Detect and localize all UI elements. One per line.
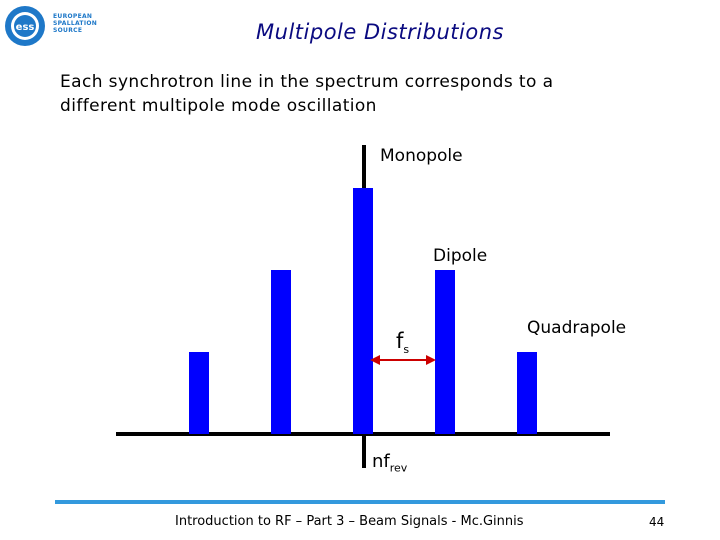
logo-text: EUROPEAN SPALLATION SOURCE — [53, 13, 97, 34]
footer-text: Introduction to RF – Part 3 – Beam Signa… — [175, 514, 524, 529]
logo-mark-text: ess — [16, 22, 35, 33]
fs-main: f — [396, 329, 404, 353]
page-number: 44 — [649, 515, 665, 529]
nfrev-main: nf — [372, 451, 390, 472]
fs-subscript: s — [403, 343, 410, 357]
spectrum-bars — [189, 188, 537, 434]
dipole-label: Dipole — [433, 246, 488, 266]
subtitle-line-1: Each synchrotron line in the spectrum co… — [60, 72, 554, 92]
quadrapole-label: Quadrapole — [527, 318, 627, 338]
nfrev-label: nfrev — [372, 451, 407, 475]
logo-line-1: EUROPEAN — [53, 13, 93, 20]
spectrum-bar--2 — [189, 352, 209, 434]
ess-logo-mark: ess — [5, 6, 45, 46]
logo-line-2: SPALLATION — [53, 20, 98, 27]
spectrum-bar--1 — [271, 270, 291, 434]
spectrum-bar-0 — [353, 188, 373, 434]
monopole-label: Monopole — [380, 146, 463, 166]
nfrev-subscript: rev — [389, 461, 408, 475]
spectrum-bar-1 — [435, 270, 455, 434]
slide-title: Multipole Distributions — [256, 20, 504, 44]
subtitle: Each synchrotron line in the spectrum co… — [60, 70, 553, 118]
fs-arrow — [370, 355, 436, 365]
fs-label: fs — [396, 329, 409, 356]
subtitle-line-2: different multipole mode oscillation — [60, 96, 377, 116]
logo-line-3: SOURCE — [53, 27, 83, 34]
spectrum-bar-2 — [517, 352, 537, 434]
